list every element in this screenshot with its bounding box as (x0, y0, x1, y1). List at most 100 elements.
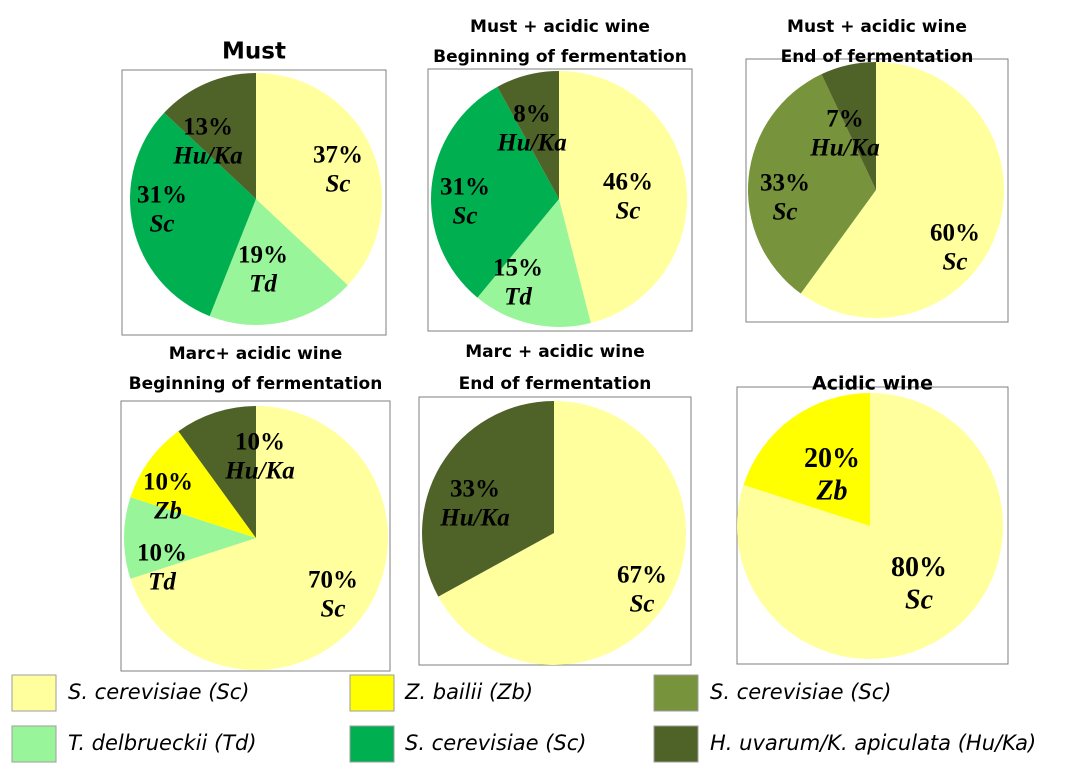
pie-slice-hu-ka-8 (497, 71, 559, 199)
slice-label: 7% Hu/Ka (809, 106, 879, 162)
slice-abbreviation: Hu/Ka (439, 504, 509, 531)
slice-abbreviation: Zb (153, 497, 182, 524)
slice-abbreviation: Zb (815, 475, 847, 506)
slice-percent: 60% (930, 220, 980, 247)
pie-slice-sc-60 (800, 62, 1005, 318)
legend-label: H. uvarum/K. apiculata (Hu/Ka) (710, 731, 1036, 755)
legend-swatch (11, 674, 57, 712)
legend-item: S. cerevisiae (Sc) (349, 725, 586, 763)
pie-slice-hu-ka-10 (178, 406, 256, 538)
slice-abbreviation: Sc (321, 595, 346, 622)
slice-abbreviation: Hu/Ka (224, 457, 294, 484)
slice-label: 10% Td (137, 540, 187, 596)
pie-slice-td-15 (477, 199, 591, 328)
slice-percent: 7% (826, 106, 864, 133)
slice-percent: 31% (137, 182, 187, 209)
pie-chart-3: Must + acidic wine End of fermentation 60%… (745, 17, 1009, 323)
pie-slice-hu-ka-7 (821, 62, 876, 190)
legend-item: Z. bailii (Zb) (349, 674, 533, 712)
slice-abbreviation: Sc (630, 590, 655, 617)
slice-label: 13% Hu/Ka (172, 114, 242, 170)
pie-slice-sc-70 (130, 406, 388, 670)
slice-abbreviation: Hu/Ka (172, 142, 242, 169)
slice-percent: 15% (493, 255, 543, 282)
slice-label: 8% Hu/Ka (496, 101, 566, 157)
slice-percent: 10% (143, 469, 193, 496)
slice-percent: 67% (617, 562, 667, 589)
pie-slice-zb-20 (743, 393, 870, 526)
pie-slice-sc-31 (430, 86, 559, 298)
slice-label: 31% Sc (137, 182, 187, 238)
pie-chart-5: Marc + acidic wine End of fermentation 67%… (418, 342, 692, 666)
slice-abbreviation: Sc (773, 198, 798, 225)
legend-item: S. cerevisiae (Sc) (11, 674, 249, 712)
pie-chart-6: Acidic wine 80% Sc 20% Zb (736, 373, 1009, 665)
slice-abbreviation: Sc (326, 170, 351, 197)
legend-swatch (653, 674, 699, 712)
slice-percent: 20% (804, 443, 860, 474)
slice-label: 80% Sc (891, 552, 947, 615)
slice-abbreviation: Td (504, 283, 532, 310)
slice-abbreviation: Hu/Ka (809, 134, 879, 161)
pie-slice-td-10 (123, 497, 256, 579)
pie-chart-2: Must + acidic wine Beginning of fermentat… (427, 17, 693, 332)
legend-label: S. cerevisiae (Sc) (68, 680, 249, 704)
chart-title-line: End of fermentation (781, 47, 974, 67)
slice-label: 33% Sc (760, 170, 810, 226)
legend-swatch (349, 674, 395, 712)
slice-abbreviation: Sc (453, 202, 478, 229)
slice-abbreviation: Sc (905, 584, 934, 615)
slice-label: 33% Hu/Ka (439, 476, 509, 532)
legend: S. cerevisiae (Sc) Z. bailii (Zb) S. cerev… (11, 674, 1036, 763)
legend-item: H. uvarum/K. apiculata (Hu/Ka) (653, 725, 1036, 763)
chart-title-line: Marc + acidic wine (465, 342, 644, 362)
chart-title-line: Must + acidic wine (470, 17, 650, 37)
legend-label: S. cerevisiae (Sc) (710, 680, 891, 704)
slice-abbreviation: Sc (616, 197, 641, 224)
slice-percent: 8% (513, 101, 551, 128)
legend-label: Z. bailii (Zb) (404, 680, 533, 704)
slice-label: 37% Sc (313, 142, 363, 198)
legend-item: S. cerevisiae (Sc) (653, 674, 891, 712)
slice-label: 60% Sc (930, 220, 980, 276)
slice-label: 20% Zb (804, 443, 860, 506)
chart-title-line: Must + acidic wine (787, 17, 967, 37)
slice-label: 46% Sc (603, 169, 653, 225)
slice-percent: 33% (760, 170, 810, 197)
slice-label: 31% Sc (440, 174, 490, 230)
pie-chart-4: Marc+ acidic wine Beginning of fermentati… (120, 344, 391, 672)
pie-slice-sc-80 (737, 393, 1004, 659)
pie-slice-sc-67 (438, 401, 687, 665)
slice-percent: 10% (137, 540, 187, 567)
slice-abbreviation: Hu/Ka (496, 129, 566, 156)
slice-percent: 10% (235, 429, 285, 456)
chart-title-line: End of fermentation (459, 374, 652, 394)
slice-percent: 37% (313, 142, 363, 169)
chart-title-line: Beginning of fermentation (129, 374, 383, 394)
slice-abbreviation: Sc (943, 248, 968, 275)
legend-swatch (653, 725, 699, 763)
pie-slice-zb-10 (130, 431, 256, 538)
slice-label: 10% Hu/Ka (224, 429, 294, 485)
chart-title-line: Must (222, 39, 286, 65)
pie-slice-hu-ka-13 (164, 73, 256, 199)
slice-percent: 31% (440, 174, 490, 201)
pie-slice-td-19 (209, 199, 348, 325)
slice-abbreviation: Sc (150, 210, 175, 237)
slice-label: 10% Zb (143, 469, 193, 525)
legend-swatch (11, 725, 57, 763)
slice-label: 70% Sc (308, 567, 358, 623)
slice-percent: 70% (308, 567, 358, 594)
pie-slice-sc-33 (747, 74, 876, 294)
slice-percent: 80% (891, 552, 947, 583)
legend-label: S. cerevisiae (Sc) (405, 731, 586, 755)
slice-label: 67% Sc (617, 562, 667, 618)
slice-abbreviation: Td (249, 270, 277, 297)
legend-item: T. delbrueckii (Td) (11, 725, 257, 763)
chart-title-line: Marc+ acidic wine (169, 344, 343, 364)
slice-label: 19% Td (238, 242, 288, 298)
legend-label: T. delbrueckii (Td) (68, 731, 257, 755)
pie-slice-sc-31 (130, 112, 256, 317)
